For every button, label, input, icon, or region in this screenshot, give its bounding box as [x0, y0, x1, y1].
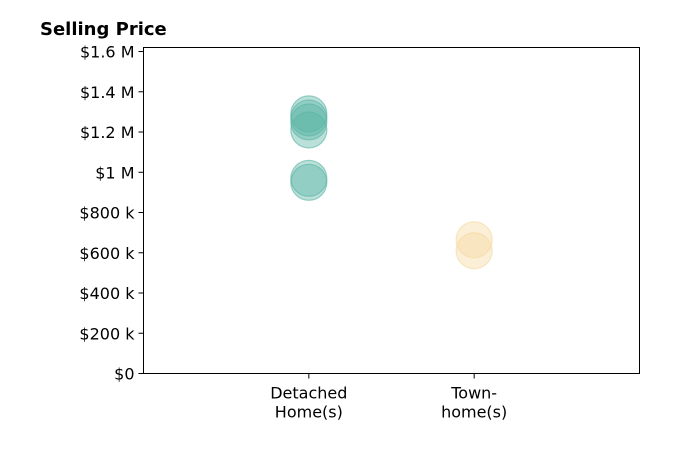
y-tick-label: $200 k: [79, 324, 135, 343]
y-tick-label: $1.2 M: [80, 123, 135, 142]
y-tick-label: $0: [114, 365, 134, 384]
y-tick-label: $800 k: [79, 204, 135, 223]
chart-title: Selling Price: [40, 19, 167, 40]
y-tick-label: $1.6 M: [80, 43, 135, 62]
data-points: [290, 95, 493, 270]
y-tick-label: $600 k: [79, 244, 135, 263]
x-tick-label-line: Home(s): [275, 403, 343, 422]
plot-frame: [143, 47, 640, 374]
data-point: [290, 103, 328, 141]
y-axis-ticks: $0 $200 k $400 k $600 k $800 k $1 M $1.2 M $1.4…: [79, 43, 144, 384]
x-tick-label-line: Detached: [270, 384, 347, 403]
x-axis-ticks: Detached Home(s) Town-home(s): [270, 373, 507, 422]
y-tick-label: $400 k: [79, 284, 135, 303]
x-tick-label-line: home(s): [441, 403, 507, 422]
data-point: [290, 163, 328, 201]
x-tick-label: Detached Home(s): [270, 384, 347, 422]
data-point: [290, 111, 328, 149]
data-point: [455, 232, 493, 270]
x-tick-label-line: Town-: [450, 384, 497, 403]
data-point: [455, 221, 493, 259]
x-tick-label: Town-home(s): [441, 384, 507, 422]
y-tick-label: $1.4 M: [80, 83, 135, 102]
y-tick-label: $1 M: [95, 163, 134, 182]
